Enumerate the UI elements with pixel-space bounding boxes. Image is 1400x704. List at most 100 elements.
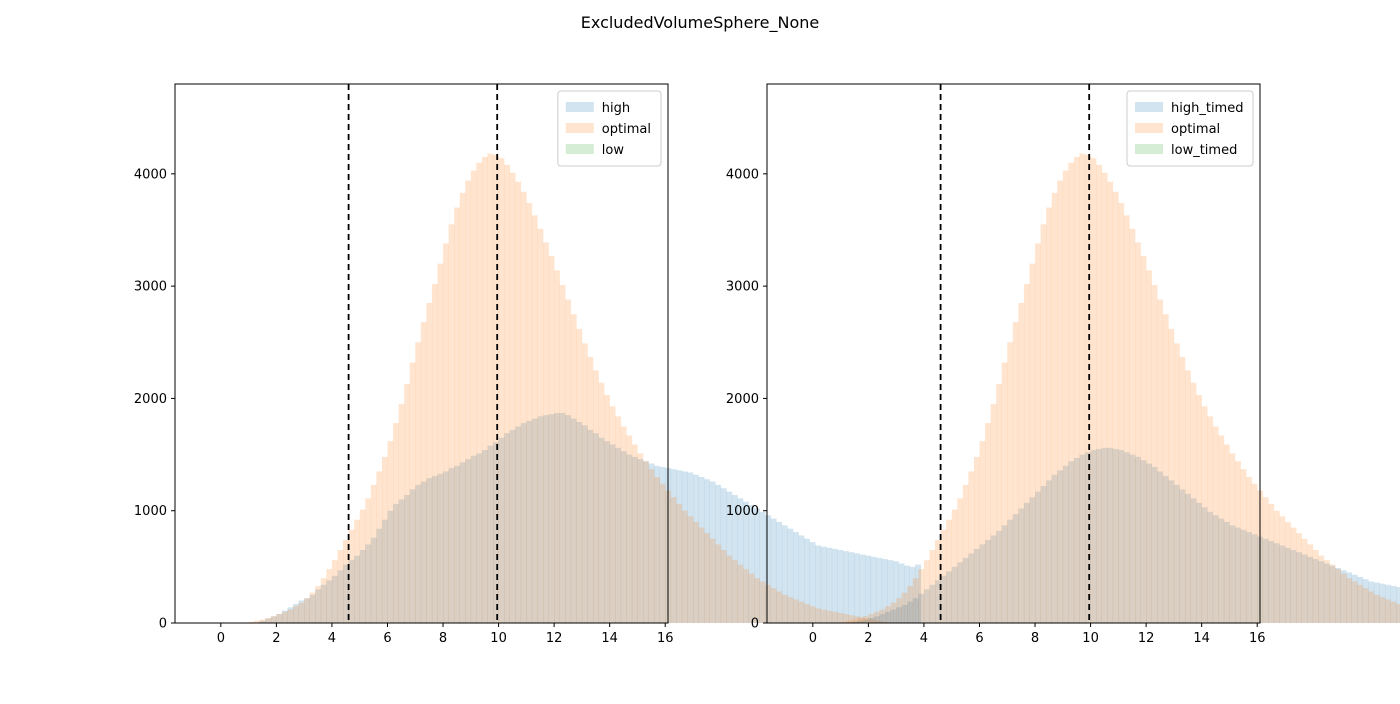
figure-title: ExcludedVolumeSphere_None — [581, 13, 819, 33]
histogram-bar — [731, 560, 738, 623]
histogram-bar — [365, 544, 372, 623]
histogram-bar — [1279, 545, 1286, 623]
histogram-bar — [1334, 569, 1341, 623]
histogram-bar — [1351, 574, 1358, 623]
histogram-bar — [737, 498, 744, 623]
histogram-bar — [798, 535, 805, 623]
histogram-bar — [520, 191, 527, 624]
histogram-bar — [559, 413, 566, 623]
histogram-bar — [951, 509, 958, 623]
series-optimal — [243, 153, 894, 624]
histogram-bar — [643, 461, 649, 623]
histogram-bar — [498, 158, 505, 624]
histogram-bar — [692, 521, 699, 623]
histogram-bar — [879, 614, 886, 623]
legend-label: optimal — [1171, 122, 1220, 137]
histogram-bar — [1101, 447, 1108, 623]
histogram-bar — [654, 477, 660, 623]
histogram-bar — [643, 461, 649, 623]
histogram-bar — [962, 557, 969, 623]
y-tick-label: 3000 — [134, 280, 167, 295]
histogram-bar — [1157, 471, 1164, 623]
histogram-bar — [1057, 180, 1064, 623]
histogram-bar — [892, 561, 899, 623]
histogram-bar — [842, 614, 849, 623]
histogram-bar — [1135, 242, 1141, 624]
histogram-bar — [309, 594, 316, 623]
histogram-bar — [543, 415, 549, 623]
histogram-bar — [515, 181, 522, 623]
histogram-bar — [515, 426, 522, 623]
histogram-bar — [398, 499, 405, 623]
histogram-bar — [670, 497, 677, 623]
histogram-bar — [1251, 483, 1258, 623]
histogram-bar — [859, 554, 866, 623]
histogram-bar — [370, 484, 377, 623]
histogram-bar — [709, 481, 716, 623]
histogram-bar — [907, 601, 914, 623]
x-tick-label: 14 — [601, 631, 618, 646]
histogram-bar — [431, 283, 438, 623]
histogram-bar — [946, 519, 953, 623]
histogram-bar — [1129, 454, 1136, 623]
histogram-bar — [598, 437, 605, 623]
legend-label: low — [602, 143, 625, 158]
histogram-bar — [1262, 497, 1269, 623]
legend-box — [1126, 90, 1254, 167]
histogram-bar — [309, 592, 316, 623]
histogram-bar — [854, 616, 860, 623]
y-tick-label: 4000 — [134, 167, 167, 182]
histogram-bar — [476, 453, 483, 623]
histogram-bar — [1168, 480, 1175, 623]
histogram-bar — [1396, 603, 1400, 623]
histogram-bar — [593, 370, 599, 623]
histogram-bar — [498, 437, 505, 623]
histogram-bar — [1229, 525, 1236, 623]
histogram-bar — [287, 609, 294, 623]
histogram-bar — [420, 481, 427, 623]
histogram-bar — [565, 415, 572, 623]
y-tick-label: 4000 — [726, 167, 759, 182]
histogram-bar — [609, 406, 616, 623]
histogram-bar — [951, 566, 958, 623]
histogram-bar — [907, 585, 914, 623]
histogram-bar — [248, 621, 255, 623]
histogram-bar — [343, 539, 349, 623]
histogram-bar — [918, 569, 925, 623]
histogram-bar — [1357, 576, 1364, 623]
histogram-bar — [370, 537, 377, 623]
histogram-bar — [543, 242, 549, 624]
histogram-bar — [1190, 498, 1197, 623]
histogram-bar — [1312, 550, 1319, 623]
histogram-bar — [676, 503, 683, 623]
histogram-bar — [748, 573, 755, 623]
histogram-bar — [1029, 263, 1036, 623]
histogram-bar — [1073, 457, 1080, 623]
histogram-bar — [1346, 578, 1352, 623]
histogram-bar — [804, 603, 810, 623]
histogram-bar — [1296, 533, 1302, 623]
histogram-bar — [1201, 507, 1208, 623]
legend-label: optimal — [602, 122, 651, 137]
histogram-bar — [620, 451, 627, 623]
legend-swatch — [565, 123, 594, 133]
histogram-bar — [968, 471, 975, 623]
histogram-bar — [1062, 170, 1069, 623]
histogram-bar — [1012, 322, 1019, 623]
histogram-bar — [1301, 538, 1308, 623]
histogram-bar — [826, 610, 833, 623]
histogram-bar — [1340, 573, 1347, 623]
histogram-bar — [1157, 299, 1164, 623]
histogram-bar — [448, 224, 455, 624]
histogram-bar — [973, 548, 980, 623]
x-tick-label: 0 — [217, 631, 225, 646]
histogram-bar — [979, 544, 986, 623]
histogram-bar — [1185, 493, 1191, 623]
histogram-bar — [890, 609, 897, 623]
histogram-bar — [912, 598, 919, 623]
histogram-bar — [798, 601, 805, 623]
x-tick-label: 12 — [546, 631, 563, 646]
x-tick-label: 6 — [975, 631, 983, 646]
histogram-bar — [815, 608, 822, 623]
histogram-bar — [1240, 469, 1247, 623]
